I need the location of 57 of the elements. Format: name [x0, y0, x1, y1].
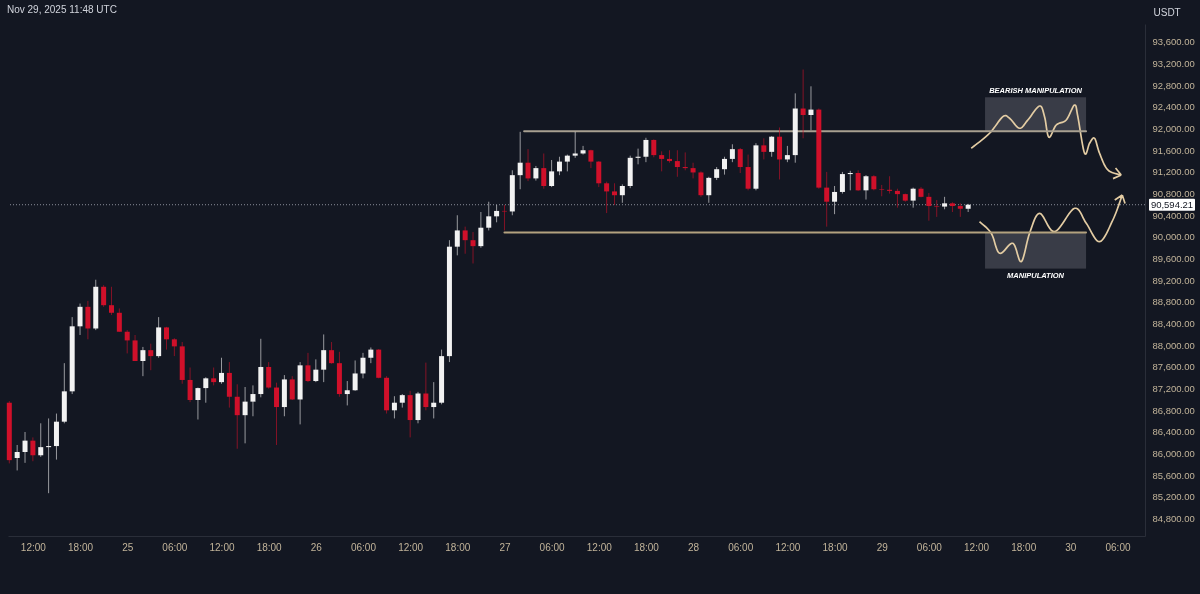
y-tick-label: 90,000.00	[1152, 231, 1195, 243]
x-tick-label: 06:00	[916, 541, 943, 553]
x-tick-label: 06:00	[350, 541, 377, 553]
x-tick-label: 18:00	[256, 541, 283, 553]
y-tick-label: 87,600.00	[1152, 361, 1195, 373]
y-tick-label: 88,000.00	[1152, 339, 1195, 351]
candlestick	[690, 162, 696, 179]
candlestick	[879, 184, 885, 197]
x-tick-label: 12:00	[964, 541, 990, 553]
y-tick-label: 92,000.00	[1152, 123, 1195, 135]
x-tick-label: 26	[310, 541, 323, 553]
y-tick-label: 85,200.00	[1152, 491, 1195, 503]
x-tick-label: 06:00	[162, 541, 188, 553]
candlestick	[635, 148, 641, 165]
y-tick-label: 87,200.00	[1152, 383, 1195, 395]
y-tick-label: 91,200.00	[1152, 166, 1195, 178]
x-tick-label: 12:00	[586, 541, 613, 553]
x-tick-label: 25	[122, 541, 134, 553]
y-tick-label: 88,800.00	[1152, 296, 1195, 308]
y-tick-label: 86,000.00	[1152, 448, 1195, 460]
y-tick-label: 86,400.00	[1152, 426, 1195, 438]
y-tick-label: 84,800.00	[1152, 513, 1195, 525]
y-axis-title: USDT	[1153, 6, 1181, 18]
candlestick	[667, 149, 672, 164]
x-tick-label: 27	[499, 541, 511, 553]
y-tick-label: 92,400.00	[1152, 101, 1195, 113]
x-tick-label: 12:00	[775, 541, 801, 553]
y-tick-label: 90,800.00	[1152, 188, 1195, 200]
y-tick-label: 93,200.00	[1152, 58, 1195, 70]
y-tick-label: 89,200.00	[1152, 274, 1195, 286]
x-tick-label: 12:00	[209, 541, 235, 553]
y-tick-label: 92,800.00	[1152, 79, 1195, 91]
x-tick-label: 06:00	[1105, 541, 1131, 553]
x-tick-label: 12:00	[20, 541, 47, 553]
candlestick	[934, 199, 940, 218]
x-tick-label: 18:00	[445, 541, 471, 553]
x-tick-label: 29	[876, 541, 889, 553]
x-tick-label: 18:00	[1011, 541, 1037, 553]
candlestick	[580, 145, 586, 156]
x-tick-label: 12:00	[398, 541, 424, 553]
x-tick-label: 18:00	[822, 541, 848, 553]
x-tick-label: 06:00	[539, 541, 566, 553]
x-tick-label: 30	[1065, 541, 1077, 553]
text: Nov 29, 2025 11:48 UTC	[7, 4, 117, 15]
y-tick-label: 91,600.00	[1152, 144, 1195, 156]
x-tick-label: 18:00	[68, 541, 94, 553]
y-tick-label: 90,400.00	[1152, 209, 1195, 221]
x-tick-label: 18:00	[633, 541, 660, 553]
candlestick	[887, 175, 893, 195]
x-tick-label: 06:00	[728, 541, 754, 553]
x-tick-label: 28	[688, 541, 700, 553]
y-tick-label: 88,400.00	[1152, 318, 1195, 330]
y-tick-label: 89,600.00	[1152, 253, 1195, 265]
candlestick	[682, 151, 688, 171]
y-tick-label: 86,800.00	[1152, 404, 1195, 416]
y-tick-label: 93,600.00	[1152, 36, 1195, 48]
y-tick-label: 85,600.00	[1152, 469, 1195, 481]
